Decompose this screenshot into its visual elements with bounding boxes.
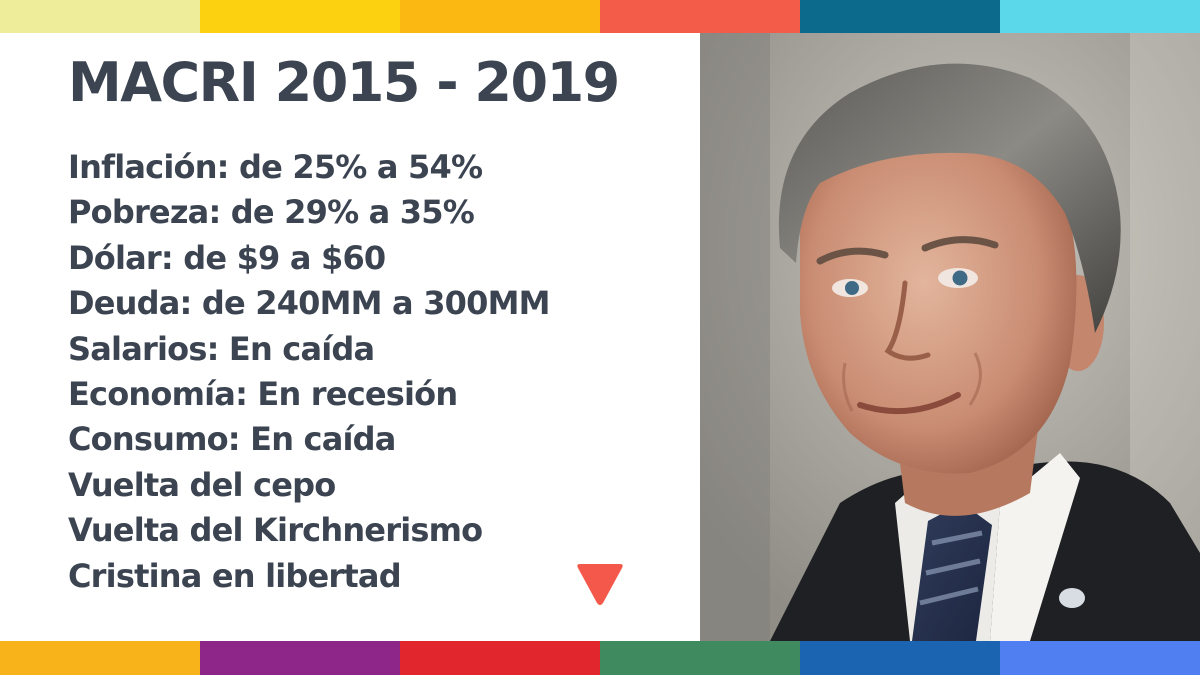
bottom-stripe-segment-3 [400,641,600,675]
bottom-stripe-segment-1 [0,641,200,675]
top-stripe-segment-5 [800,0,1000,33]
bottom-stripe-segment-6 [1000,641,1200,675]
stat-salaries: Salarios: En caída [68,329,375,368]
bottom-color-stripe [0,641,1200,675]
stat-cristina: Cristina en libertad [68,556,402,595]
stat-consumption: Consumo: En caída [68,420,396,459]
stat-cepo: Vuelta del cepo [68,465,336,504]
stats-list: Inflación: de 25% a 54% Pobreza: de 29% … [68,145,550,599]
portrait-photo [700,33,1200,641]
top-stripe-segment-2 [200,0,400,33]
portrait-illustration-icon [700,33,1200,641]
stat-inflation: Inflación: de 25% a 54% [68,148,483,186]
bottom-stripe-segment-2 [200,641,400,675]
stat-economy: Economía: En recesión [68,375,458,414]
stat-kirchnerism: Vuelta del Kirchnerismo [68,511,483,550]
top-stripe-segment-4 [600,0,800,33]
page-title: MACRI 2015 - 2019 [68,51,620,114]
stat-dollar: Dólar: de $9 a $60 [68,238,386,277]
bottom-stripe-segment-4 [600,641,800,675]
stat-debt: Deuda: de 240MM a 300MM [68,284,550,323]
stat-poverty: Pobreza: de 29% a 35% [68,193,475,232]
top-stripe-segment-1 [0,0,200,33]
bottom-stripe-segment-5 [800,641,1000,675]
text-panel [0,33,700,641]
red-downward-triangle-logo-icon [577,564,623,605]
top-stripe-segment-3 [400,0,600,33]
top-stripe-segment-6 [1000,0,1200,33]
top-color-stripe [0,0,1200,33]
